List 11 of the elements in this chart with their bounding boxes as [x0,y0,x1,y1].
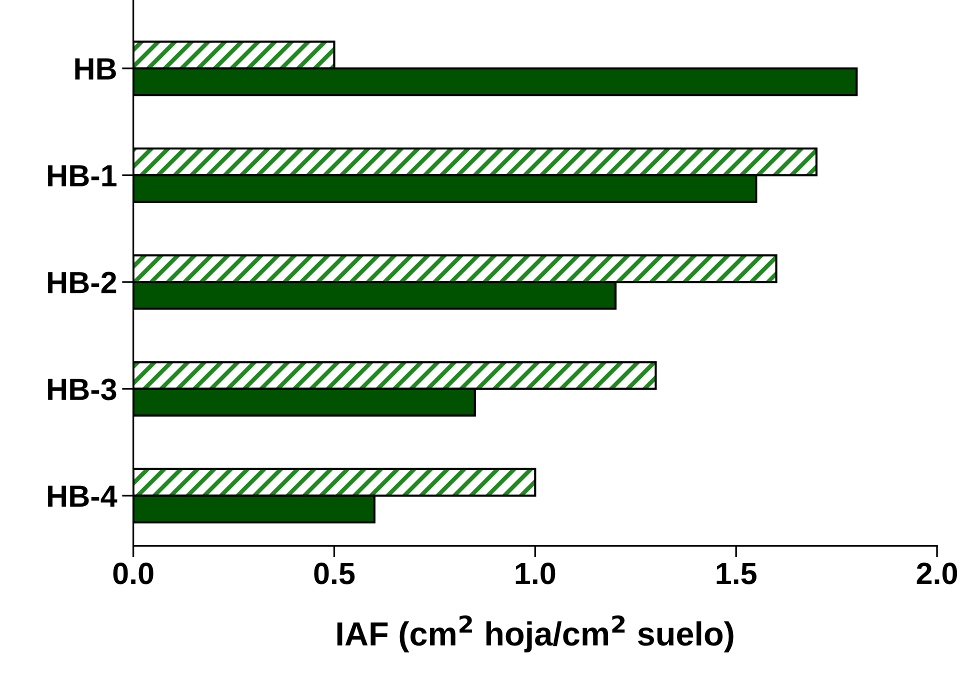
x-tick-label: 0.0 [113,562,154,584]
y-tick-label: HB-1 [48,165,116,186]
x-tick-label: 0.5 [314,562,355,584]
y-tick-label: HB [75,58,116,80]
x-axis-title: IAF (cm$^{2}$ hoja/cm$^{2}$ suelo) [337,615,734,652]
y-tick-label: HB-3 [48,378,116,400]
x-tick-label: 2.0 [916,562,958,584]
y-tick-label: HB-2 [48,272,116,294]
x-tick-label: 1.0 [516,562,556,584]
x-tick-label: 1.5 [716,562,756,584]
y-tick-label: HB-4 [48,486,118,507]
